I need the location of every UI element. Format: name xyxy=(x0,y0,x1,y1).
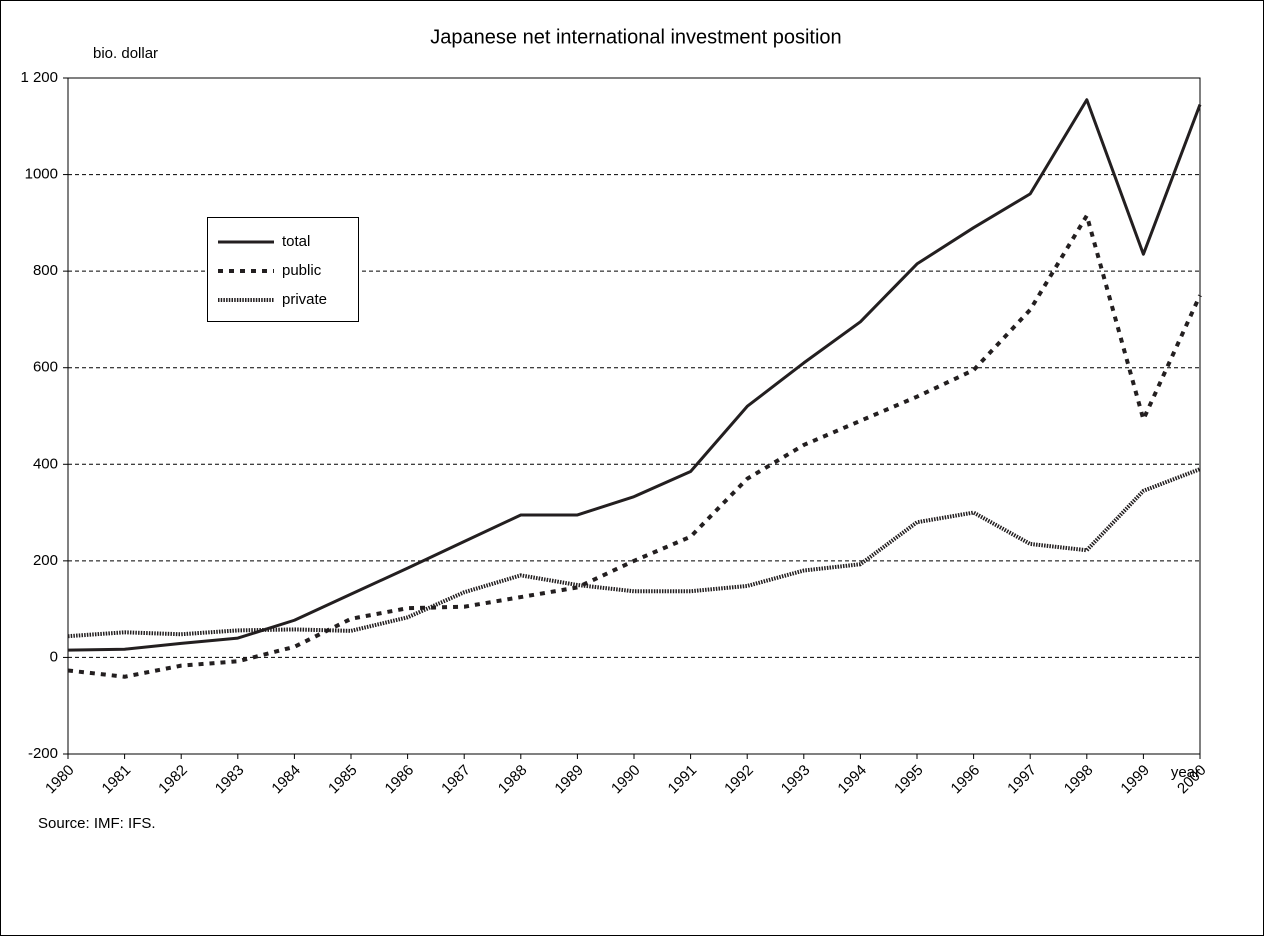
legend-label: total xyxy=(282,233,310,250)
chart-title: Japanese net international investment po… xyxy=(430,26,841,48)
y-axis-label: bio. dollar xyxy=(93,45,158,62)
y-tick-label: 0 xyxy=(50,648,58,665)
y-tick-label: -200 xyxy=(28,745,58,762)
series-line xyxy=(67,98,1202,652)
y-tick-label: 200 xyxy=(33,552,58,569)
legend-label: private xyxy=(282,291,327,308)
series-line xyxy=(67,213,1202,679)
y-tick-label: 600 xyxy=(33,359,58,376)
y-tick-label: 800 xyxy=(33,262,58,279)
x-axis-label: year xyxy=(1171,764,1200,781)
y-tick-label: 400 xyxy=(33,455,58,472)
source: Source: IMF: IFS. xyxy=(38,815,156,832)
y-tick-label: 1000 xyxy=(25,166,58,183)
y-tick-label: 1 200 xyxy=(20,69,58,86)
legend-label: public xyxy=(282,262,322,279)
